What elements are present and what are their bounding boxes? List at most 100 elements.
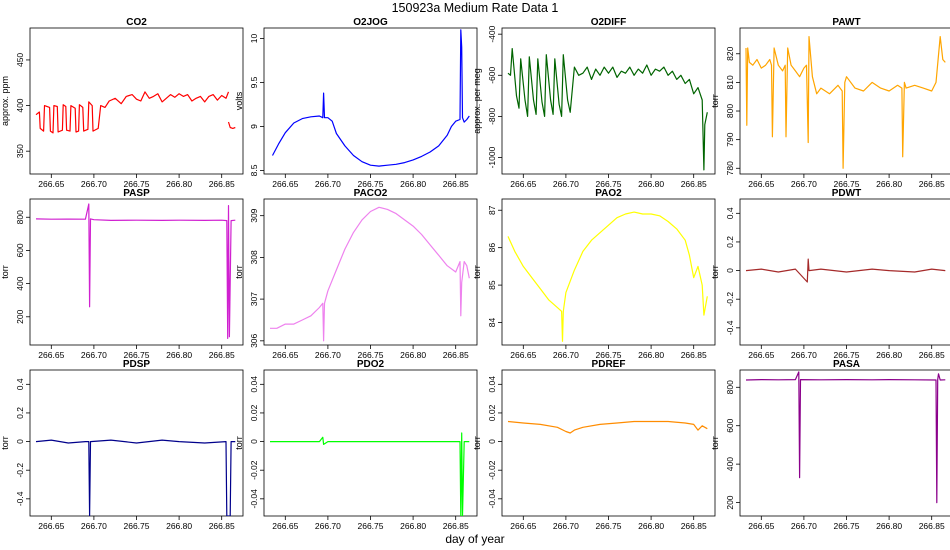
x-tick-label: 266.70	[791, 350, 817, 360]
panel-pao2: PAO2 torr 266.65 266.70 266.75 266.80 266.85 84…	[472, 188, 716, 360]
panel-paco2: PACO2 torr 266.65 266.70 266.75 266.80 266.85 3…	[234, 188, 478, 360]
y-tick-label: 0.02	[249, 404, 259, 421]
plot-frame	[29, 27, 244, 175]
y-axis-label: approx. ppm	[0, 76, 10, 126]
y-tick-label: 10	[249, 34, 259, 44]
x-tick-label: 266.85	[681, 521, 707, 531]
x-tick-label: 266.75	[124, 350, 150, 360]
panel-pdref: PDREF torr 266.65 266.70 266.75 266.80 266.85 -…	[472, 359, 716, 531]
panel-title: O2JOG	[353, 17, 388, 28]
x-tick-label: 266.85	[209, 179, 235, 189]
y-tick-label: -0.4	[725, 320, 735, 335]
y-tick-label: -0.04	[249, 489, 259, 509]
y-axis-label: torr	[234, 265, 244, 279]
y-tick-label: -0.2	[725, 292, 735, 307]
x-tick-label: 266.70	[791, 179, 817, 189]
y-tick-label: 0.04	[487, 376, 497, 393]
x-tick-label: 266.65	[748, 350, 774, 360]
x-tick-label: 266.85	[919, 179, 945, 189]
panel-title: PAO2	[595, 188, 622, 199]
y-tick-label: 85	[487, 280, 497, 290]
y-tick-label: 0	[249, 439, 259, 444]
y-axis-label: torr	[0, 436, 10, 450]
y-tick-label: 87	[487, 205, 497, 215]
y-tick-label: 400	[725, 457, 735, 471]
y-tick-label: 0	[725, 268, 735, 273]
panel-pdo2: PDO2 torr 266.65 266.70 266.75 266.80 266.85 -0…	[234, 359, 478, 531]
x-tick-label: 266.75	[834, 179, 860, 189]
series-line-pasp	[35, 203, 236, 339]
x-tick-label: 266.65	[748, 521, 774, 531]
series-line-pasa	[745, 371, 946, 504]
x-tick-label: 266.70	[81, 350, 107, 360]
x-tick-label: 266.80	[876, 350, 902, 360]
panel-co2: CO2 approx. ppm 266.65 266.70 266.75 266.80 26…	[0, 17, 244, 189]
x-tick-label: 266.85	[443, 521, 469, 531]
y-tick-label: 600	[725, 418, 735, 432]
x-tick-label: 266.80	[638, 179, 664, 189]
series-line-pdref	[507, 420, 708, 434]
page-title: 150923a Medium Rate Data 1	[392, 1, 559, 15]
y-tick-label: 0.2	[15, 407, 25, 419]
y-tick-label: 0.2	[725, 236, 735, 248]
y-tick-label: -1000	[487, 146, 497, 168]
panel-pdwt: PDWT torr 266.65 266.70 266.75 266.80 266.85 -0…	[710, 188, 950, 360]
panel-title: PDREF	[592, 359, 626, 370]
x-tick-label: 266.65	[510, 350, 536, 360]
x-tick-label: 266.80	[166, 350, 192, 360]
x-tick-label: 266.70	[553, 350, 579, 360]
y-tick-label: -0.2	[15, 463, 25, 478]
plot-frame	[501, 369, 716, 517]
y-tick-label: 308	[249, 250, 259, 264]
x-tick-label: 266.75	[124, 179, 150, 189]
x-tick-label: 266.65	[38, 350, 64, 360]
series-line-pdo2	[270, 432, 470, 516]
y-tick-label: 350	[15, 144, 25, 158]
x-tick-label: 266.80	[638, 350, 664, 360]
x-tick-label: 266.75	[596, 179, 622, 189]
x-tick-label: 266.65	[510, 179, 536, 189]
x-tick-label: 266.65	[510, 521, 536, 531]
y-tick-label: 200	[15, 309, 25, 323]
x-tick-label: 266.85	[681, 179, 707, 189]
x-tick-label: 266.75	[124, 521, 150, 531]
y-tick-label: 0.04	[249, 376, 259, 393]
x-tick-label: 266.70	[315, 521, 341, 531]
panel-title: PDWT	[832, 188, 861, 199]
y-tick-label: 810	[725, 75, 735, 89]
x-tick-label: 266.75	[358, 179, 384, 189]
series-line-paco2	[270, 206, 470, 342]
y-axis-label: torr	[234, 436, 244, 450]
x-tick-label: 266.85	[209, 350, 235, 360]
plot-frame	[501, 198, 716, 346]
series-line-o2jog	[271, 29, 470, 167]
x-tick-label: 266.70	[553, 179, 579, 189]
y-axis-label: torr	[710, 265, 720, 279]
y-tick-label: -0.4	[15, 491, 25, 506]
panel-title: O2DIFF	[591, 17, 627, 28]
panel-pasp: PASP torr 266.65 266.70 266.75 266.80 266.85 20…	[0, 188, 244, 360]
x-tick-label: 266.80	[400, 521, 426, 531]
y-tick-label: 400	[15, 276, 25, 290]
x-tick-label: 266.75	[358, 350, 384, 360]
panel-pasa: PASA torr 266.65 266.70 266.75 266.80 266.85 20…	[710, 359, 950, 531]
series-line-pawt	[745, 35, 946, 169]
y-tick-label: -0.02	[487, 460, 497, 480]
y-tick-label: 309	[249, 208, 259, 222]
x-tick-label: 266.80	[876, 179, 902, 189]
x-tick-label: 266.85	[681, 350, 707, 360]
x-tick-label: 266.80	[400, 179, 426, 189]
y-tick-label: 820	[725, 46, 735, 60]
y-tick-label: 800	[15, 210, 25, 224]
y-axis-label: approx. per meg	[472, 68, 482, 134]
x-tick-label: 266.85	[919, 521, 945, 531]
panel-pawt: PAWT torr 266.65 266.70 266.75 266.80 266.85 78…	[710, 17, 950, 189]
x-tick-label: 266.65	[38, 179, 64, 189]
y-tick-label: 0.02	[487, 404, 497, 421]
x-tick-label: 266.85	[209, 521, 235, 531]
x-tick-label: 266.70	[791, 521, 817, 531]
x-tick-label: 266.80	[876, 521, 902, 531]
y-tick-label: 400	[15, 98, 25, 112]
y-tick-label: 8.5	[249, 164, 259, 176]
